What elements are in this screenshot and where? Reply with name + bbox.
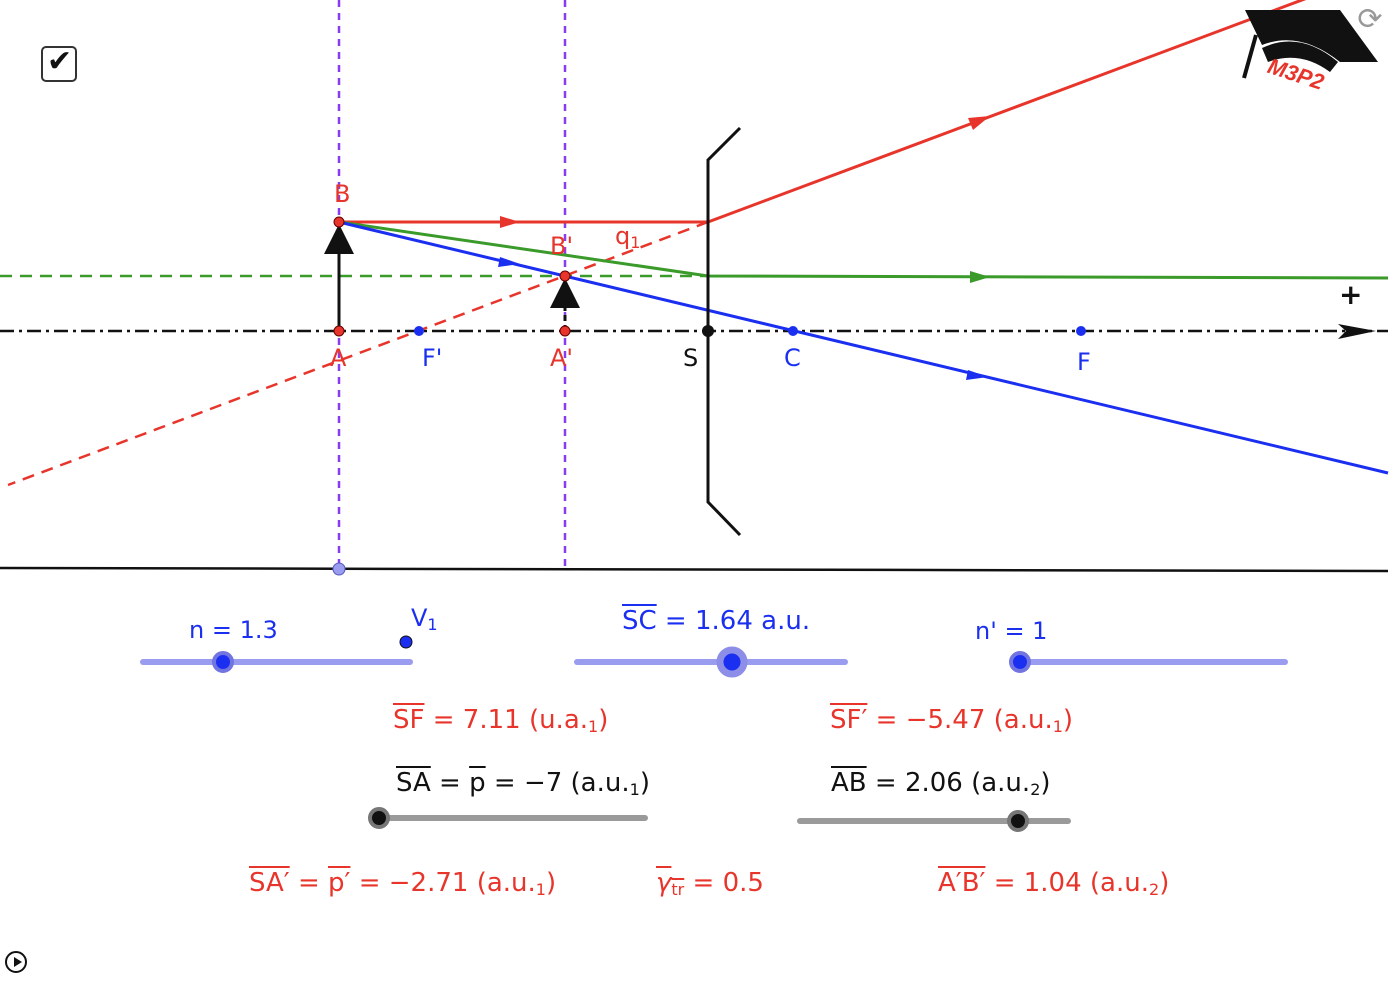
refresh-icon[interactable]: ⟳ <box>1357 2 1383 37</box>
slider-AB-label: AB = 2.06 (a.u.2) <box>831 768 1051 799</box>
green-ray <box>338 220 1389 280</box>
point-B-prime <box>559 270 571 282</box>
point-A-prime <box>559 325 571 337</box>
slider-AB-knob[interactable] <box>1007 810 1029 832</box>
green-ray-arrow <box>970 271 990 283</box>
label-B: B <box>334 180 351 208</box>
slider-SA-knob[interactable] <box>368 807 390 829</box>
slider-SC-label: SC = 1.64 a.u. <box>622 606 811 636</box>
slider-n-prime-knob[interactable] <box>1009 651 1031 673</box>
label-F: F <box>1077 348 1091 376</box>
slider-SA-label: SA = p = −7 (a.u.1) <box>396 768 650 799</box>
slider-SC-knob[interactable] <box>716 646 748 678</box>
base-point[interactable] <box>332 562 346 576</box>
point-C <box>788 326 798 336</box>
point-B[interactable] <box>333 216 345 228</box>
blue-ray <box>338 220 1389 475</box>
red-ray-arrow <box>500 216 520 228</box>
blue-ray-arrow <box>498 257 520 267</box>
label-S: S <box>683 344 699 372</box>
result-gamma: γtr = 0.5 <box>656 868 764 899</box>
label-q1: q1 <box>615 222 641 252</box>
slider-n-knob[interactable] <box>212 651 234 673</box>
baseline <box>0 566 1389 573</box>
result-SF-prime: SF′ = −5.47 (a.u.1) <box>830 705 1074 736</box>
point-V1[interactable] <box>399 635 413 649</box>
play-icon[interactable] <box>5 951 27 973</box>
result-SA-prime: SA′ = p′ = −2.71 (a.u.1) <box>249 868 557 899</box>
result-SF: SF = 7.11 (u.a.1) <box>393 705 609 736</box>
show-rays-checkbox[interactable]: ✔ <box>41 44 77 82</box>
label-A-prime: A' <box>550 344 574 372</box>
axis-direction-plus: + <box>1339 278 1363 311</box>
check-icon: ✔ <box>47 44 73 79</box>
red-ray-arrow <box>968 116 990 130</box>
point-A[interactable] <box>333 325 345 337</box>
slider-n-label: n = 1.3 <box>189 616 278 644</box>
point-F <box>1076 326 1086 336</box>
label-B-prime: B' <box>550 232 574 260</box>
red-dashed-ray <box>7 220 709 487</box>
axis-arrow <box>1338 324 1376 339</box>
blue-ray-arrow <box>966 370 988 380</box>
label-A: A <box>330 344 347 372</box>
point-S <box>702 325 714 337</box>
point-F-prime <box>414 326 424 336</box>
red-ray <box>339 0 1307 224</box>
slider-n-prime-label: n' = 1 <box>975 617 1048 645</box>
label-C: C <box>784 344 801 372</box>
label-F-prime: F' <box>422 344 443 372</box>
label-V1: V1 <box>411 604 438 634</box>
result-AB-prime: A′B′ = 1.04 (a.u.2) <box>938 868 1170 899</box>
